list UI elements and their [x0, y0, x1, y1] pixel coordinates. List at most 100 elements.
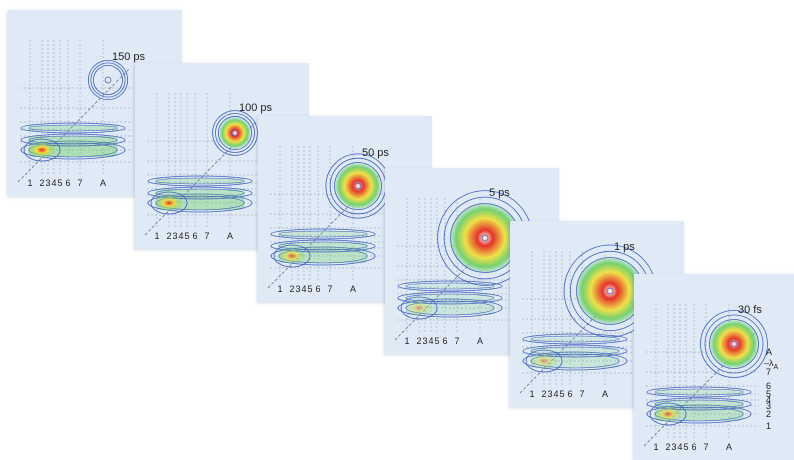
x-tick-label: 6: [442, 336, 447, 346]
cross-peak-band: [28, 125, 118, 131]
diagonal-peak: [654, 406, 682, 422]
x-tick-label: 2: [166, 231, 171, 241]
contour-line: [155, 188, 245, 198]
contour-line: [147, 186, 253, 200]
y-tick-label: 7: [766, 367, 771, 377]
time-label: 100 ps: [239, 102, 273, 114]
cross-peak-band: [278, 242, 368, 250]
x-tick-label: A: [100, 178, 106, 188]
main-peak: [709, 319, 759, 369]
x-tick-label: 2: [39, 178, 44, 188]
contour-line: [20, 122, 126, 134]
contour-line: [397, 291, 503, 305]
x-tick-label: 1: [529, 389, 534, 399]
contour-line: [397, 280, 503, 292]
cross-peak-band: [28, 136, 118, 144]
contour-line: [522, 351, 628, 371]
diagonal-peak: [28, 142, 56, 158]
x-tick-label: 3: [422, 336, 427, 346]
x-tick-label: 1: [653, 442, 658, 452]
x-tick-label: 1: [154, 231, 159, 241]
diagonal-peak: [278, 248, 306, 264]
contour-line: [709, 319, 759, 369]
contour-line: [522, 333, 628, 345]
contour-line: [270, 246, 376, 266]
x-tick-label: 5: [307, 284, 312, 294]
y-tick-label: 6: [766, 381, 771, 391]
x-tick-label: A: [602, 389, 608, 399]
contour-line: [270, 239, 376, 253]
x-tick-label: 4: [677, 442, 682, 452]
y-tick-label: 2: [766, 409, 771, 419]
cross-peak-band: [278, 231, 368, 237]
spectrum-panel: 30 fs 1 2 3 4 5 6 7 A 1 2 3 4 5 6 7 A –λA: [634, 274, 794, 460]
contour-line: [397, 298, 503, 318]
contour-line: [654, 399, 744, 409]
x-tick-label: 4: [51, 178, 56, 188]
contour-line: [273, 244, 311, 268]
contour-line: [147, 193, 253, 213]
contour-line: [334, 162, 382, 210]
x-tick-label: 1: [277, 284, 282, 294]
contour-line: [405, 282, 495, 290]
contour-line: [649, 402, 687, 426]
x-tick-label: 3: [45, 178, 50, 188]
x-tick-label: 6: [315, 284, 320, 294]
contour-line: [530, 335, 620, 343]
x-tick-label: 4: [301, 284, 306, 294]
x-tick-label: 5: [559, 389, 564, 399]
contour-line: [405, 293, 495, 303]
x-tick-label: 6: [192, 231, 197, 241]
x-tick-label: 7: [204, 231, 209, 241]
contour-line: [646, 386, 752, 398]
contour-line: [93, 65, 124, 96]
diagonal-line: [144, 120, 258, 236]
contour-line: [654, 388, 744, 396]
y-tick-label: 5: [766, 389, 771, 399]
time-label: 5 ps: [489, 187, 510, 199]
contour-line: [646, 397, 752, 411]
x-tick-label: 2: [541, 389, 546, 399]
y-tick-label: 1: [766, 421, 771, 431]
diagonal-line: [519, 278, 633, 394]
contour-line: [28, 124, 118, 132]
x-tick-label: A: [350, 284, 356, 294]
x-tick-label: 7: [454, 336, 459, 346]
cross-peak-band: [155, 178, 245, 184]
diagonal-line: [267, 173, 381, 289]
contour-line: [522, 344, 628, 358]
contour-line: [155, 177, 245, 185]
x-tick-label: 3: [172, 231, 177, 241]
contour-line: [104, 76, 112, 84]
x-tick-label: 5: [434, 336, 439, 346]
y-tick-label: 3: [766, 401, 771, 411]
x-tick-label: 5: [683, 442, 688, 452]
diagonal-peak: [530, 353, 558, 369]
time-label: 150 ps: [112, 51, 146, 63]
main-peak: [575, 256, 645, 326]
contour-line: [20, 140, 126, 160]
diagonal-peak: [155, 195, 183, 211]
contour-line: [150, 191, 188, 215]
contour-line: [147, 175, 253, 187]
contour-line: [231, 129, 239, 137]
x-tick-label: 7: [579, 389, 584, 399]
diagonal-line: [17, 67, 131, 183]
diagonal-peak: [405, 300, 433, 316]
contour-line: [218, 116, 252, 150]
contour-line: [270, 228, 376, 240]
contour-line: [704, 314, 764, 374]
contour-line: [354, 182, 362, 190]
contour-line: [606, 287, 614, 295]
x-tick-label: 3: [295, 284, 300, 294]
x-tick-label: 7: [327, 284, 332, 294]
cross-peak-band: [654, 389, 744, 395]
x-tick-label: 1: [404, 336, 409, 346]
x-tick-label: 7: [703, 442, 708, 452]
x-tick-label: A: [477, 336, 483, 346]
x-tick-label: 2: [665, 442, 670, 452]
time-label: 30 fs: [738, 304, 762, 316]
x-tick-label: 6: [65, 178, 70, 188]
x-tick-label: A: [726, 442, 732, 452]
